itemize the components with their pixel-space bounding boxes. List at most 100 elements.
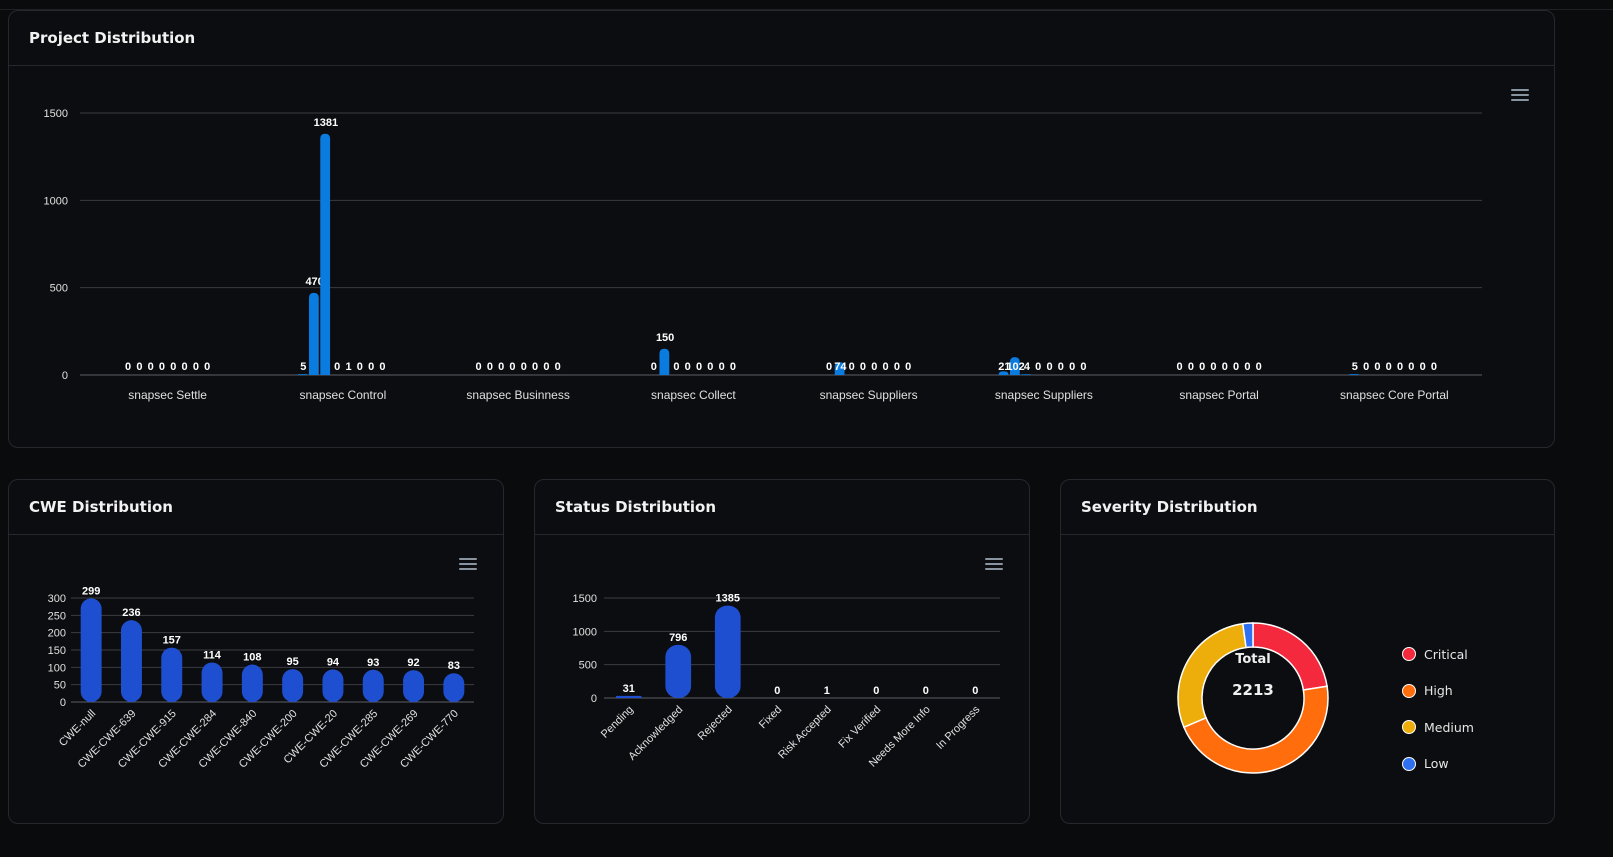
project-data-label: 0 bbox=[1069, 361, 1075, 373]
project-bar[interactable] bbox=[834, 362, 845, 375]
cwe-distribution-title: CWE Distribution bbox=[9, 480, 503, 535]
project-data-label: 0 bbox=[1256, 361, 1262, 373]
project-data-label: 74 bbox=[834, 361, 847, 373]
project-data-label: 0 bbox=[487, 361, 493, 373]
project-ytick: 1500 bbox=[44, 108, 68, 120]
severity-distribution-title: Severity Distribution bbox=[1061, 480, 1554, 535]
project-data-label: 21 bbox=[998, 361, 1010, 373]
project-data-label: 0 bbox=[543, 361, 549, 373]
legend-item-medium[interactable]: Medium bbox=[1402, 709, 1474, 746]
project-category-label: snapsec Suppliers bbox=[820, 388, 918, 402]
project-data-label: 0 bbox=[1431, 361, 1437, 373]
project-data-label: 0 bbox=[170, 361, 176, 373]
project-data-label: 0 bbox=[148, 361, 154, 373]
project-bar[interactable] bbox=[1021, 374, 1032, 375]
project-data-label: 5 bbox=[1352, 361, 1358, 373]
project-category-label: snapsec Control bbox=[300, 388, 387, 402]
project-data-label: 0 bbox=[860, 361, 866, 373]
legend-item-low[interactable]: Low bbox=[1402, 746, 1474, 783]
project-data-label: 0 bbox=[1363, 361, 1369, 373]
project-data-label: 0 bbox=[719, 361, 725, 373]
legend-dot bbox=[1402, 720, 1416, 735]
project-category-label: snapsec Portal bbox=[1179, 388, 1258, 402]
project-bar[interactable] bbox=[1349, 374, 1359, 375]
project-category-label: snapsec Businness bbox=[466, 388, 569, 402]
project-data-label: 0 bbox=[182, 361, 188, 373]
project-data-label: 0 bbox=[159, 361, 165, 373]
project-data-label: 0 bbox=[193, 361, 199, 373]
severity-legend: Critical High Medium Low bbox=[1402, 636, 1474, 782]
project-category-label: snapsec Collect bbox=[651, 388, 736, 402]
donut-total-label: Total bbox=[1235, 652, 1271, 667]
project-ytick: 500 bbox=[50, 283, 68, 295]
project-data-label: 0 bbox=[1210, 361, 1216, 373]
project-data-label: 0 bbox=[1035, 361, 1041, 373]
project-data-label: 0 bbox=[696, 361, 702, 373]
project-category-label: snapsec Suppliers bbox=[995, 388, 1093, 402]
project-chart-menu-icon[interactable] bbox=[1511, 89, 1529, 103]
project-bar[interactable] bbox=[659, 348, 670, 375]
legend-item-critical[interactable]: Critical bbox=[1402, 636, 1474, 673]
project-data-label: 1 bbox=[345, 361, 351, 373]
project-data-label: 5 bbox=[300, 361, 306, 373]
project-bar[interactable] bbox=[297, 374, 308, 375]
legend-label: High bbox=[1424, 683, 1453, 699]
legend-label: Medium bbox=[1424, 719, 1474, 735]
donut-total-value: 2213 bbox=[1232, 681, 1274, 699]
legend-item-high[interactable]: High bbox=[1402, 673, 1474, 710]
project-data-label: 4 bbox=[1024, 361, 1031, 373]
project-data-label: 0 bbox=[849, 361, 855, 373]
cwe-chart-menu-icon[interactable] bbox=[459, 558, 477, 572]
project-data-label: 0 bbox=[509, 361, 515, 373]
project-data-label: 0 bbox=[125, 361, 131, 373]
project-data-label: 470 bbox=[305, 276, 323, 288]
cwe-distribution-card: CWE Distribution bbox=[8, 479, 504, 824]
project-data-label: 0 bbox=[555, 361, 561, 373]
project-data-label: 0 bbox=[1408, 361, 1414, 373]
project-ytick: 0 bbox=[62, 370, 68, 382]
project-data-label: 0 bbox=[368, 361, 374, 373]
project-distribution-title: Project Distribution bbox=[9, 11, 1554, 66]
project-data-label: 0 bbox=[1420, 361, 1426, 373]
project-data-label: 0 bbox=[1244, 361, 1250, 373]
project-data-label: 0 bbox=[1046, 361, 1052, 373]
project-data-label: 0 bbox=[685, 361, 691, 373]
project-ytick: 1000 bbox=[44, 195, 68, 207]
project-data-label: 1381 bbox=[314, 117, 338, 129]
project-data-label: 0 bbox=[651, 361, 657, 373]
project-category-label: snapsec Settle bbox=[128, 388, 207, 402]
project-data-label: 0 bbox=[905, 361, 911, 373]
project-data-label: 0 bbox=[498, 361, 504, 373]
project-data-label: 0 bbox=[204, 361, 210, 373]
project-data-label: 0 bbox=[379, 361, 385, 373]
top-divider bbox=[0, 9, 1613, 10]
project-data-label: 0 bbox=[1188, 361, 1194, 373]
legend-dot bbox=[1402, 756, 1416, 771]
legend-label: Critical bbox=[1424, 646, 1468, 662]
project-data-label: 0 bbox=[1177, 361, 1183, 373]
project-data-label: 0 bbox=[1233, 361, 1239, 373]
project-data-label: 0 bbox=[1397, 361, 1403, 373]
project-bar[interactable] bbox=[320, 133, 331, 375]
project-data-label: 150 bbox=[656, 332, 674, 344]
project-data-label: 0 bbox=[357, 361, 363, 373]
project-data-label: 102 bbox=[1006, 361, 1024, 373]
project-data-label: 0 bbox=[1374, 361, 1380, 373]
project-data-label: 0 bbox=[1199, 361, 1205, 373]
project-bar[interactable] bbox=[308, 292, 319, 375]
project-bar[interactable] bbox=[1009, 357, 1020, 375]
project-data-label: 0 bbox=[826, 361, 832, 373]
project-data-label: 0 bbox=[136, 361, 142, 373]
project-bar[interactable] bbox=[998, 371, 1009, 375]
project-data-label: 0 bbox=[707, 361, 713, 373]
status-distribution-card: Status Distribution bbox=[534, 479, 1030, 824]
project-data-label: 0 bbox=[521, 361, 527, 373]
status-chart-menu-icon[interactable] bbox=[985, 558, 1003, 572]
project-data-label: 0 bbox=[871, 361, 877, 373]
project-data-label: 0 bbox=[1386, 361, 1392, 373]
project-data-label: 0 bbox=[730, 361, 736, 373]
project-category-label: snapsec Core Portal bbox=[1340, 388, 1449, 402]
project-data-label: 0 bbox=[673, 361, 679, 373]
legend-dot bbox=[1402, 683, 1416, 698]
